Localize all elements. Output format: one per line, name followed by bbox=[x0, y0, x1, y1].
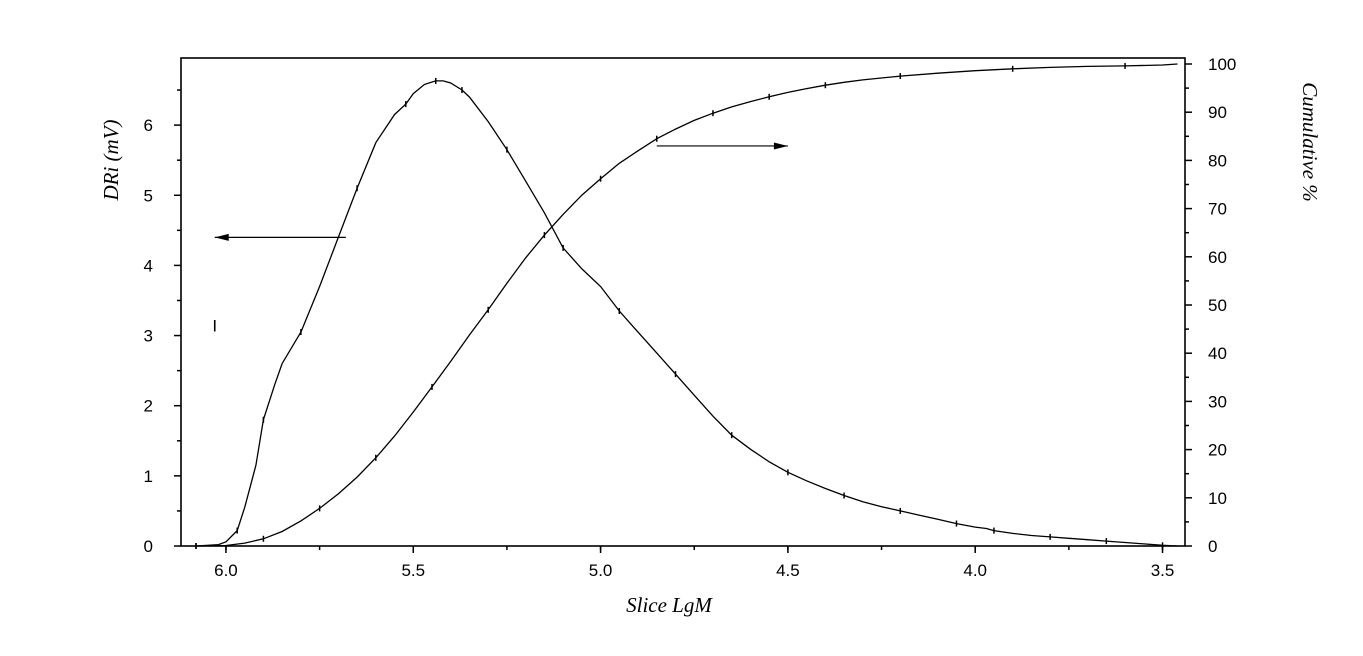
left-tick-label: 2 bbox=[144, 397, 153, 416]
right-tick-label: 20 bbox=[1208, 441, 1227, 460]
x-tick-label: 6.0 bbox=[214, 561, 238, 580]
right-tick-label: 10 bbox=[1208, 489, 1227, 508]
plot-frame bbox=[180, 57, 1186, 547]
right-tick-label: 100 bbox=[1208, 55, 1236, 74]
ticks-layer: 6.0 5.5 5.0 4.5 4.0 3.50123456010203040506070… bbox=[144, 55, 1237, 580]
right-tick-label: 50 bbox=[1208, 296, 1227, 315]
x-axis-title: Slice LgM bbox=[626, 593, 713, 617]
x-tick-label: 3.5 bbox=[1151, 561, 1175, 580]
right-tick-label: 60 bbox=[1208, 248, 1227, 267]
left-tick-label: 6 bbox=[144, 116, 153, 135]
right-tick-label: 30 bbox=[1208, 392, 1227, 411]
right-tick-label: 90 bbox=[1208, 103, 1227, 122]
right-tick-label: 0 bbox=[1208, 537, 1217, 556]
left-tick-label: 3 bbox=[144, 327, 153, 346]
annotation-layer: I bbox=[212, 142, 788, 336]
x-tick-label: 5.5 bbox=[401, 561, 425, 580]
cumulative-curve bbox=[195, 63, 1178, 547]
left-tick-label: 5 bbox=[144, 186, 153, 205]
left-axis-title: DRi (mV) bbox=[99, 119, 123, 201]
right-arrowhead bbox=[773, 142, 788, 150]
left-tick-label: 1 bbox=[144, 467, 153, 486]
left-tick-label: 0 bbox=[144, 537, 153, 556]
left-tick-label: 4 bbox=[144, 256, 153, 275]
right-tick-label: 70 bbox=[1208, 200, 1227, 219]
right-axis-title: Cumulative % bbox=[1298, 82, 1322, 202]
left-arrowhead bbox=[214, 233, 229, 241]
x-tick-label: 4.5 bbox=[776, 561, 800, 580]
series-layer bbox=[195, 62, 1178, 549]
panel-label: I bbox=[212, 317, 217, 336]
dri-curve bbox=[195, 80, 1178, 547]
right-tick-label: 40 bbox=[1208, 344, 1227, 363]
x-tick-label: 5.0 bbox=[589, 561, 613, 580]
right-tick-label: 80 bbox=[1208, 151, 1227, 170]
x-tick-label: 4.0 bbox=[963, 561, 987, 580]
